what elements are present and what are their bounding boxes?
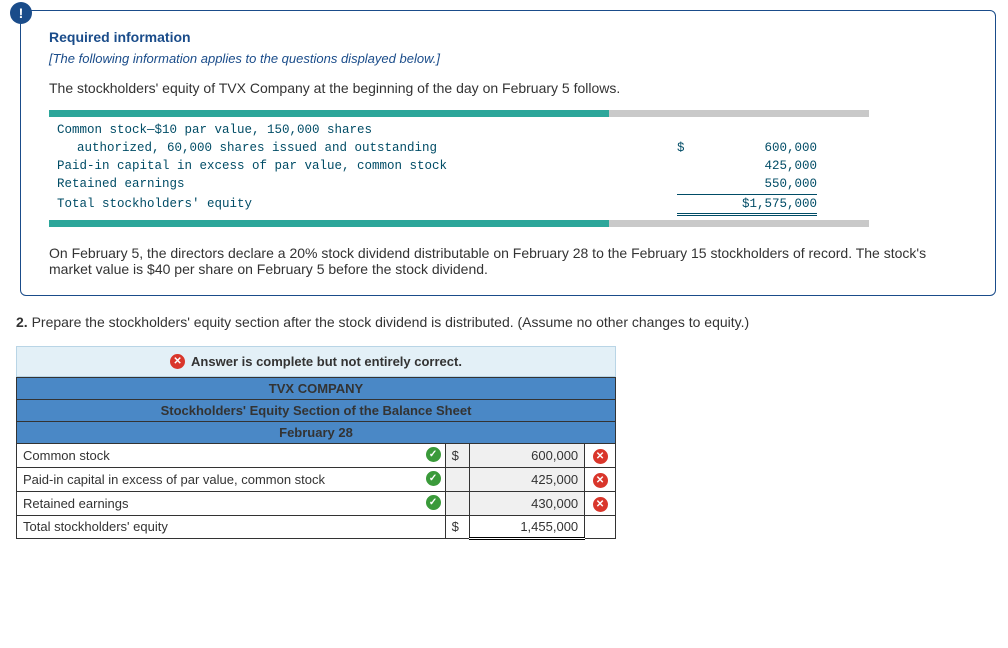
table-row: Paid-in capital in excess of par value, …	[17, 467, 616, 491]
row-value[interactable]: 425,000	[469, 467, 584, 491]
intro-text: The stockholders' equity of TVX Company …	[49, 80, 967, 96]
cross-icon: ✕	[170, 354, 185, 369]
feedback-text: Answer is complete but not entirely corr…	[191, 354, 462, 369]
answer-header-company: TVX COMPANY	[17, 377, 616, 399]
equity-row-label: Total stockholders' equity	[57, 195, 252, 216]
equity-row-label: Retained earnings	[57, 175, 185, 194]
check-icon: ✓	[426, 447, 441, 462]
answer-header-date: February 28	[17, 421, 616, 443]
table-row-total: Total stockholders' equity $ 1,455,000	[17, 515, 616, 538]
feedback-banner: ✕ Answer is complete but not entirely co…	[16, 346, 616, 377]
equity-row-amount: $1,575,000	[677, 195, 817, 216]
context-note: [The following information applies to th…	[49, 51, 967, 66]
row-label[interactable]: Common stock	[23, 448, 110, 463]
currency-symbol: $	[445, 515, 469, 538]
currency-symbol	[445, 491, 469, 515]
check-icon: ✓	[426, 495, 441, 510]
decorative-bar-top	[49, 110, 967, 117]
row-label[interactable]: Retained earnings	[23, 496, 129, 511]
required-info-panel: Required information [The following info…	[20, 10, 996, 296]
equity-block: Common stock—$10 par value, 150,000 shar…	[49, 110, 967, 227]
cross-icon: ✕	[593, 473, 608, 488]
equity-row-amount: 550,000	[677, 175, 817, 194]
scenario-text: On February 5, the directors declare a 2…	[49, 245, 967, 277]
equity-mono-table: Common stock—$10 par value, 150,000 shar…	[49, 117, 967, 220]
question-text: 2. Prepare the stockholders' equity sect…	[16, 314, 996, 330]
row-label: Total stockholders' equity	[23, 519, 168, 534]
question-body: Prepare the stockholders' equity section…	[32, 314, 750, 330]
required-info-title: Required information	[49, 29, 967, 45]
row-value[interactable]: 430,000	[469, 491, 584, 515]
check-icon: ✓	[426, 471, 441, 486]
answer-header-section: Stockholders' Equity Section of the Bala…	[17, 399, 616, 421]
decorative-bar-bottom	[49, 220, 967, 227]
equity-row-label: Paid-in capital in excess of par value, …	[57, 157, 447, 175]
equity-row-label: Common stock—$10 par value, 150,000 shar…	[57, 121, 372, 139]
row-label[interactable]: Paid-in capital in excess of par value, …	[23, 472, 325, 487]
row-value[interactable]: 600,000	[469, 443, 584, 467]
equity-row-amount: 425,000	[677, 157, 817, 175]
currency-symbol	[445, 467, 469, 491]
row-value: 1,455,000	[469, 515, 584, 538]
table-row: Retained earnings ✓ 430,000 ✕	[17, 491, 616, 515]
alert-badge-icon: !	[10, 2, 32, 24]
equity-row-amount: $600,000	[677, 139, 817, 157]
cross-icon: ✕	[593, 497, 608, 512]
answer-table: TVX COMPANY Stockholders' Equity Section…	[16, 377, 616, 540]
currency-symbol: $	[445, 443, 469, 467]
question-number: 2.	[16, 314, 28, 330]
equity-row-label: authorized, 60,000 shares issued and out…	[57, 139, 437, 157]
table-row: Common stock ✓ $ 600,000 ✕	[17, 443, 616, 467]
cross-icon: ✕	[593, 449, 608, 464]
